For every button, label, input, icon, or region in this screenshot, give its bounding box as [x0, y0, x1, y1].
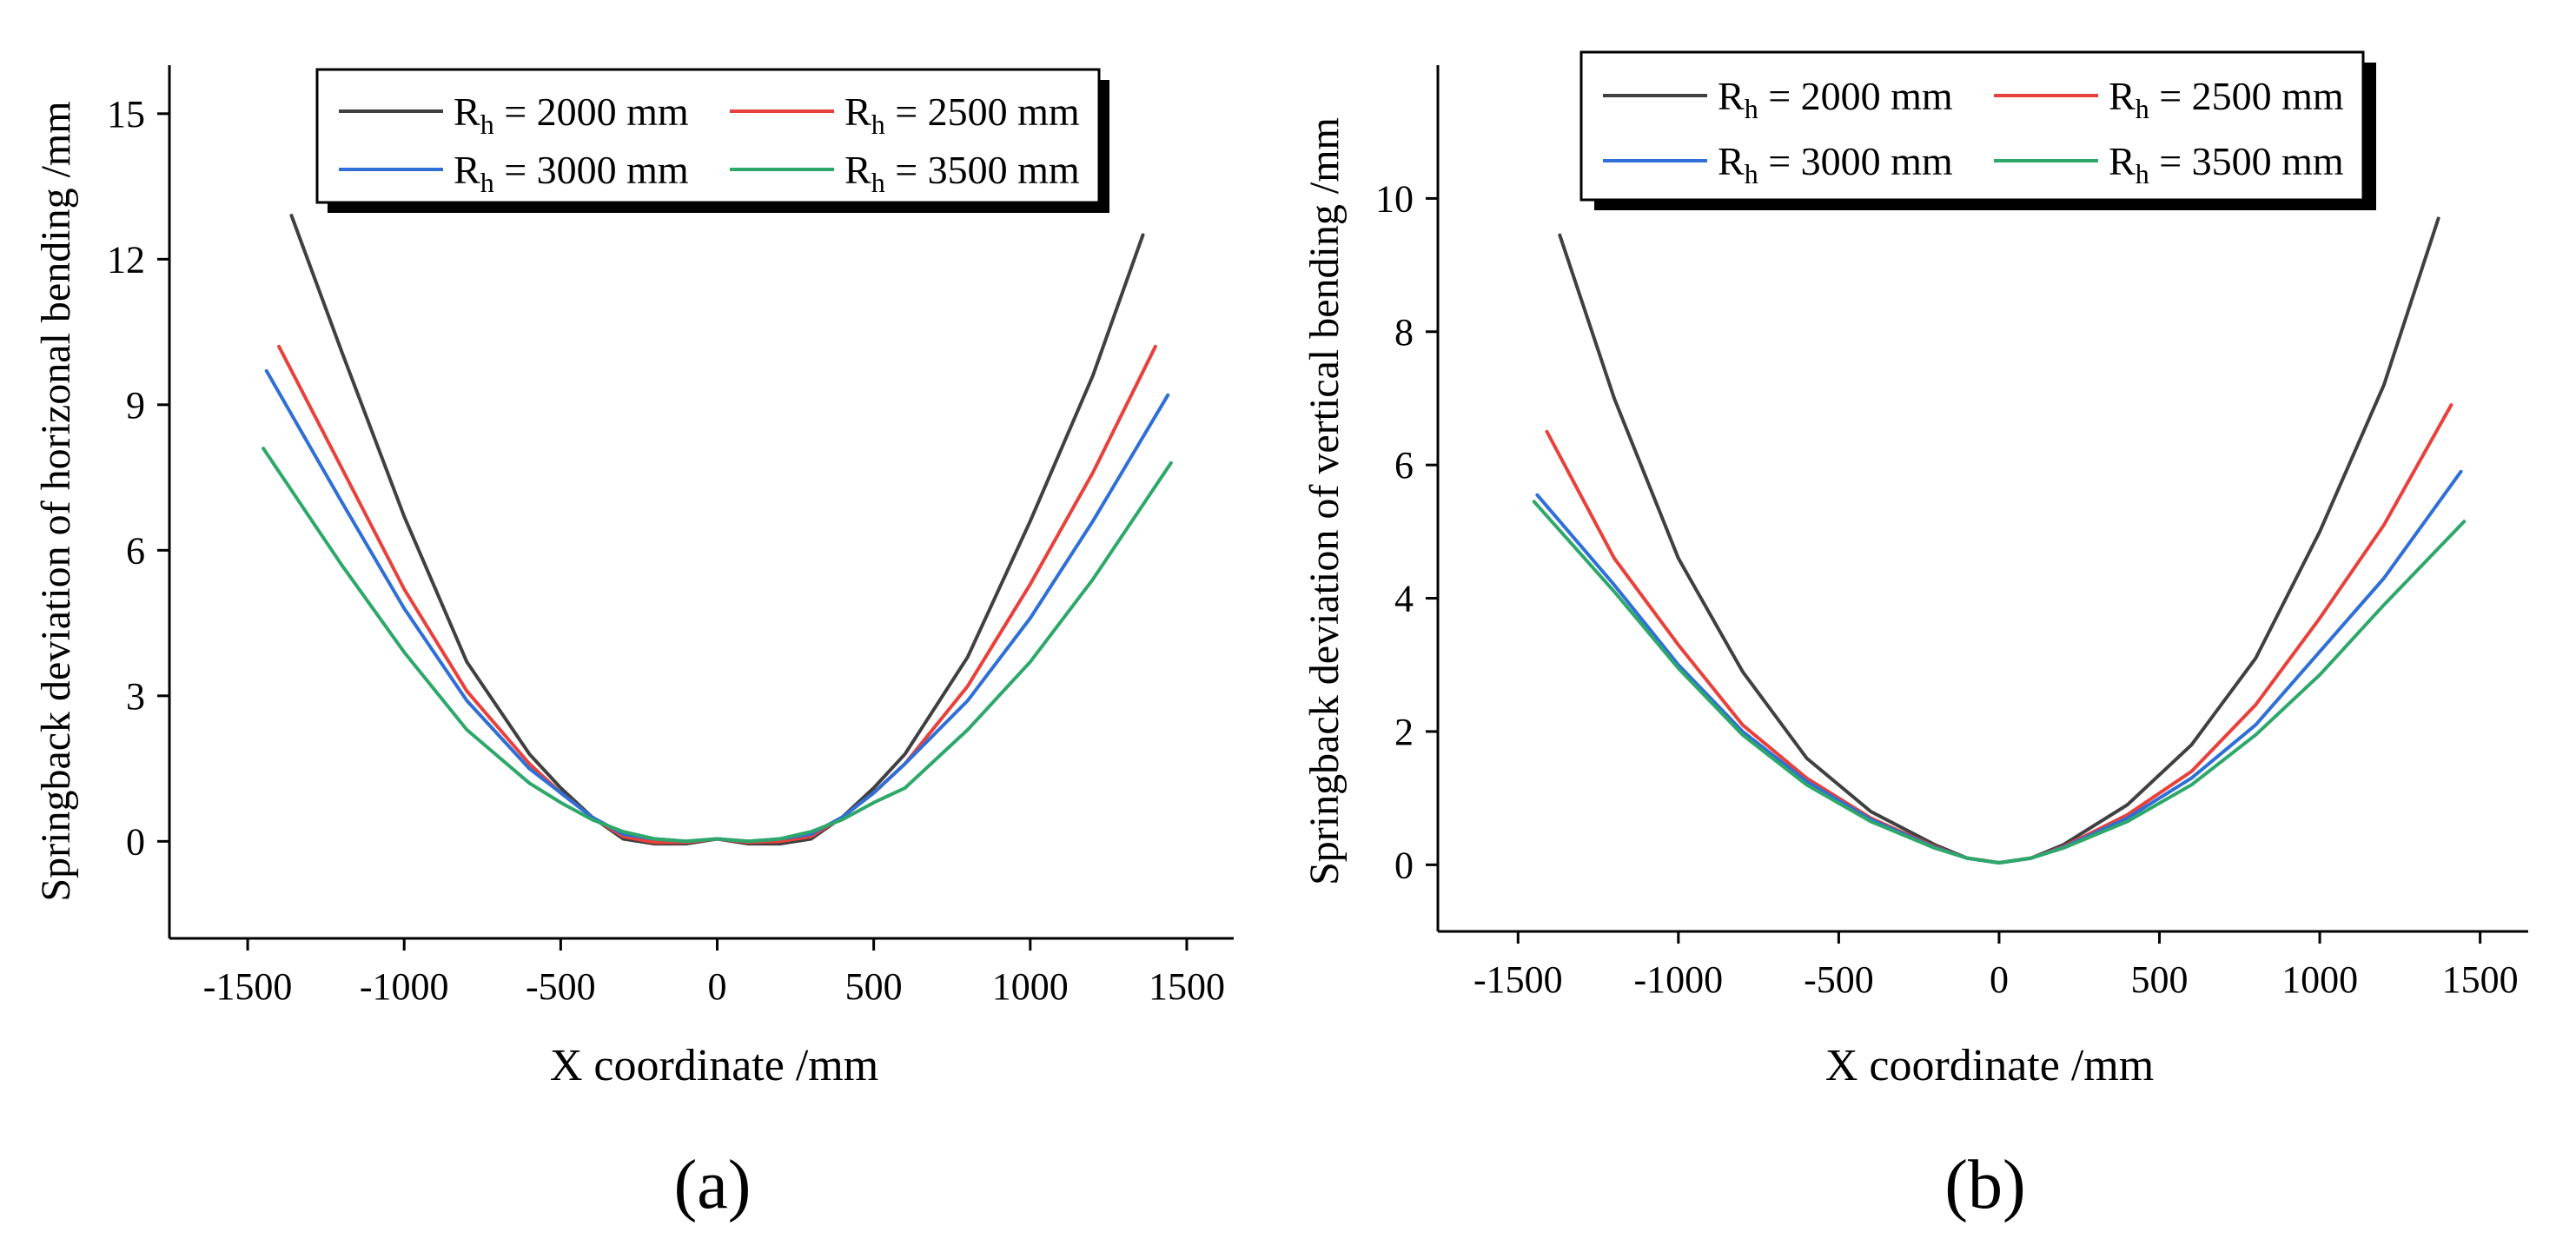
x-tick-label: -1000: [360, 965, 449, 1008]
y-axis-ticks: 0 2 4 6 8 10: [1375, 177, 1438, 886]
y-tick-label: 12: [107, 238, 145, 281]
series-lines: [262, 214, 1173, 846]
y-tick-label: 15: [107, 93, 145, 136]
x-tick-label: 500: [2131, 958, 2189, 1001]
x-tick-label: 0: [708, 965, 727, 1008]
legend-box: [1579, 50, 2365, 202]
y-tick-label: 10: [1375, 177, 1414, 220]
y-tick-label: 4: [1394, 578, 1414, 620]
y-axis-title: Springback deviation of vertical bending…: [1301, 117, 1348, 885]
legend-box: [315, 68, 1101, 204]
legend-label: Rh = 2000 mm: [1718, 74, 1953, 124]
x-axis-ticks: -1500 -1000 -500 0 500 1000 1500: [1473, 931, 2519, 1001]
series-line-2000-mm: [289, 214, 1145, 846]
legend-item: Rh = 3500 mm: [730, 148, 1080, 198]
x-tick-label: -1500: [203, 965, 293, 1008]
legend-label: Rh = 2500 mm: [2109, 74, 2344, 124]
legend-item: Rh = 3500 mm: [1994, 139, 2344, 189]
x-tick-label: -1500: [1473, 958, 1563, 1001]
series-line-3500-mm: [1532, 500, 2467, 865]
x-tick-label: -1000: [1634, 958, 1724, 1001]
series-line-3000-mm: [264, 368, 1170, 844]
legend-label: Rh = 3000 mm: [1718, 139, 1953, 189]
y-tick-label: 2: [1394, 711, 1414, 753]
y-tick-label: 0: [126, 820, 145, 863]
legend-item: Rh = 3000 mm: [339, 148, 689, 198]
y-tick-label: 6: [126, 529, 145, 572]
series-line-3500-mm: [262, 447, 1173, 844]
y-axis-title: Springback deviation of horizonal bendin…: [33, 101, 79, 901]
y-tick-label: 9: [126, 384, 145, 427]
series-line-2500-mm: [277, 344, 1157, 845]
legend-item: Rh = 2500 mm: [1994, 74, 2344, 124]
y-tick-label: 3: [126, 675, 145, 718]
legend: Rh = 2000 mm Rh = 2500 mm Rh = 3000 mm Rh =…: [1579, 50, 2376, 210]
x-tick-label: 1500: [2442, 958, 2519, 1001]
legend-label: Rh = 2000 mm: [454, 89, 689, 140]
chart-panel-b: -1500 -1000 -500 0 500 1000 1500 0 2 4 6 8 10 X coo…: [1301, 50, 2528, 1223]
series-line-2500-mm: [1545, 403, 2453, 865]
legend-label: Rh = 2500 mm: [844, 89, 1080, 140]
legend-item: Rh = 2000 mm: [1603, 74, 1953, 124]
x-tick-label: -500: [1804, 958, 1874, 1001]
x-tick-label: 1000: [992, 965, 1069, 1008]
legend: Rh = 2000 mm Rh = 2500 mm Rh = 3000 mm Rh =…: [315, 68, 1109, 213]
legend-label: Rh = 3500 mm: [2109, 139, 2344, 189]
x-tick-label: -500: [526, 965, 596, 1008]
legend-label: Rh = 3500 mm: [844, 148, 1080, 198]
x-axis-title: X coordinate /mm: [550, 1041, 878, 1090]
legend-item: Rh = 3000 mm: [1603, 139, 1953, 189]
y-tick-label: 8: [1394, 311, 1414, 354]
series-lines: [1532, 216, 2467, 865]
y-tick-label: 0: [1394, 844, 1414, 886]
panel-label: (a): [674, 1147, 752, 1223]
x-axis-title: X coordinate /mm: [1825, 1041, 2154, 1090]
x-axis-ticks: -1500 -1000 -500 0 500 1000 1500: [203, 938, 1225, 1008]
legend-item: Rh = 2000 mm: [339, 89, 689, 140]
legend-item: Rh = 2500 mm: [730, 89, 1080, 140]
panel-label: (b): [1944, 1147, 2025, 1223]
chart-panel-a: -1500 -1000 -500 0 500 1000 1500 0 3 6 9 12 15 X co…: [33, 65, 1234, 1223]
legend-label: Rh = 3000 mm: [454, 148, 689, 198]
y-tick-label: 6: [1394, 444, 1414, 487]
x-tick-label: 1000: [2281, 958, 2358, 1001]
series-line-2000-mm: [1558, 216, 2440, 865]
x-tick-label: 500: [845, 965, 903, 1008]
x-tick-label: 0: [1990, 958, 2009, 1001]
x-tick-label: 1500: [1149, 965, 1225, 1008]
y-axis-ticks: 0 3 6 9 12 15: [107, 93, 169, 863]
